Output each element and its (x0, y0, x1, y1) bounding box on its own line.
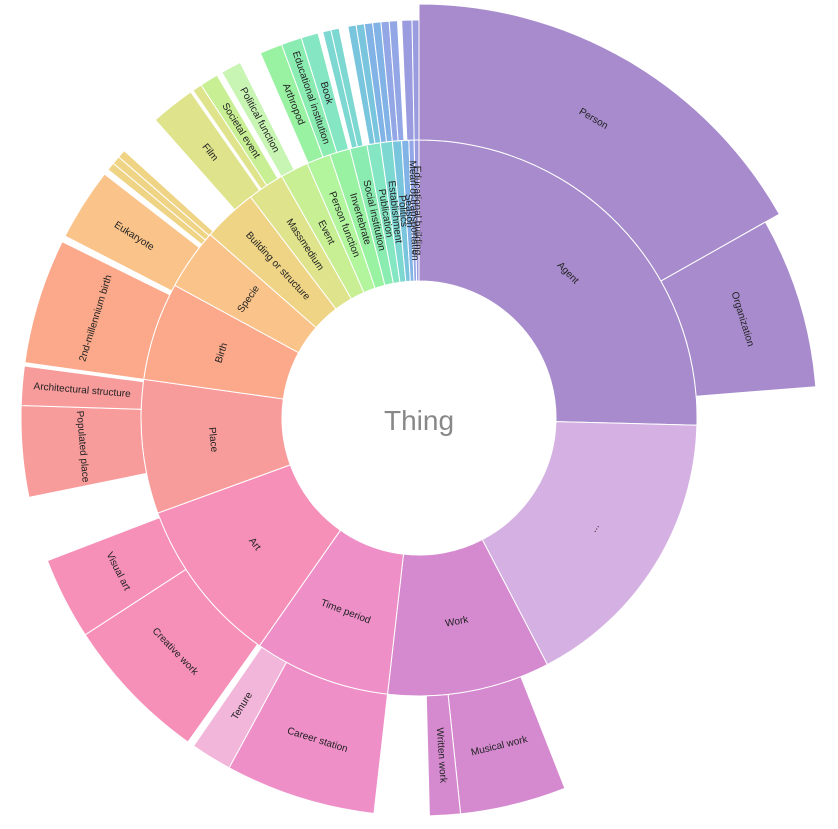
segment-unlabeled-1-29[interactable] (388, 20, 405, 142)
segment-person-1-0[interactable] (418, 3, 781, 282)
label-politics: Politics (396, 195, 409, 227)
root-label: Thing (384, 405, 454, 436)
label-place: Place (206, 427, 220, 453)
label-mean-of-transportation: Mean of transportation (407, 160, 421, 260)
segment--0-1[interactable] (481, 421, 698, 666)
label-educational-building: Educational building (411, 166, 423, 256)
segment-political-function-1-18[interactable] (221, 61, 295, 178)
segment-unlabeled-1-31[interactable] (411, 19, 420, 141)
label-work: Work (444, 614, 470, 629)
segment-societal-event-1-17[interactable] (200, 74, 279, 187)
segment-unlabeled-1-23[interactable] (330, 27, 364, 148)
segment-tenure-1-5[interactable] (192, 646, 288, 769)
label-season: Season (402, 194, 415, 228)
segment-visual-art-1-7[interactable] (46, 516, 187, 636)
chart-segments (20, 3, 817, 817)
segment-written-work-1-3[interactable] (425, 693, 462, 817)
segment-2nd-millennium-birth-1-10[interactable] (24, 240, 171, 380)
segment-architectural-structure-1-9[interactable] (20, 365, 144, 410)
segment-organization-1-1[interactable] (660, 221, 817, 397)
segment-unlabeled-1-14[interactable] (117, 149, 214, 237)
label-written-work: Written work (434, 727, 449, 784)
segment-eukaryote-1-11[interactable] (64, 173, 201, 292)
segment-film-1-15[interactable] (154, 91, 261, 211)
segment-book-1-21[interactable] (300, 32, 350, 154)
